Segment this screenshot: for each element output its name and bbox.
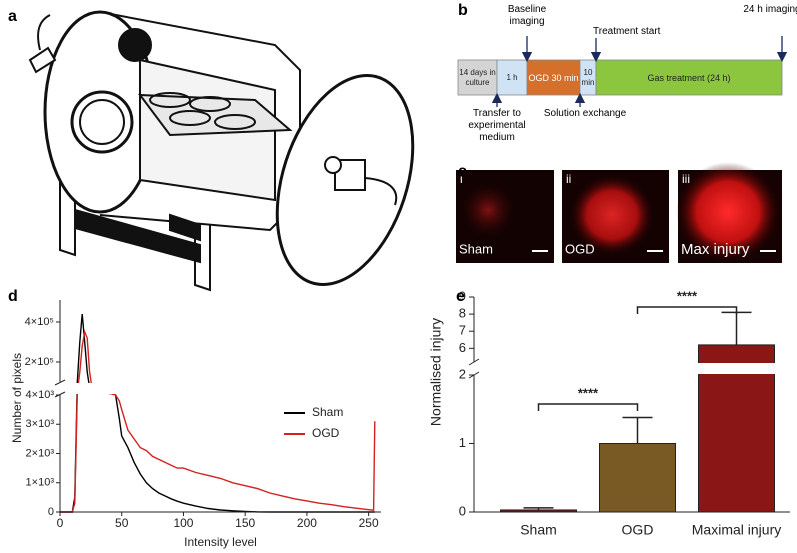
y-tick-label: 3×10³ xyxy=(26,418,55,430)
outlet-knob xyxy=(324,156,342,174)
x-tick-label: Maximal injury xyxy=(692,522,781,538)
axis-break xyxy=(54,379,66,386)
image-numeral: i xyxy=(460,172,463,186)
image-label: Sham xyxy=(459,241,493,256)
y-axis-label: Normalised injury xyxy=(428,318,444,426)
x-axis-label: Intensity level xyxy=(184,535,257,549)
panel-label: e xyxy=(456,288,465,305)
timeline-annotation: Transfer to experimental medium xyxy=(468,108,526,143)
x-tick-label: 200 xyxy=(297,516,317,530)
apparatus-drawing xyxy=(28,10,415,292)
tube xyxy=(37,14,51,51)
y-tick-label: 0 xyxy=(459,503,466,518)
well xyxy=(189,96,231,112)
gauge-dial xyxy=(79,99,125,145)
significance-bracket xyxy=(636,306,738,314)
x-tick-label: OGD xyxy=(622,522,654,538)
timeline-segment-label: OGD 30 min xyxy=(528,72,579,83)
panel-label: a xyxy=(8,8,17,25)
well xyxy=(214,114,256,130)
image-numeral: iii xyxy=(682,172,690,186)
y-axis-label: Number of pixels xyxy=(10,353,24,443)
y-tick-label: 9 xyxy=(459,288,466,303)
axis-break-band xyxy=(466,363,791,374)
timeline-annotation: Baseline imaging xyxy=(507,4,547,27)
timeline-segment-label: 1 h xyxy=(506,72,518,82)
tube xyxy=(364,177,398,206)
panel-label: c xyxy=(458,163,467,180)
image-label: Max injury xyxy=(681,241,750,258)
timeline-segment-label: 14 days in culture xyxy=(459,67,496,87)
y-tick-label: 4×10⁵ xyxy=(25,316,54,328)
inlet xyxy=(28,46,57,74)
y-tick-label: 1 xyxy=(459,435,466,450)
valve-dial xyxy=(118,28,152,62)
significance-bracket xyxy=(537,403,639,411)
panel-label: b xyxy=(458,2,468,19)
y-tick-label: 2×10⁵ xyxy=(25,356,54,368)
y-tick-label: 1×10³ xyxy=(26,477,55,489)
x-tick-label: Sham xyxy=(520,522,557,538)
timeline-annotation: Solution exchange xyxy=(543,108,627,119)
y-tick-label: 8 xyxy=(459,306,466,321)
timeline-segment-label: 10 min xyxy=(581,67,595,87)
panel-label: d xyxy=(8,288,18,305)
timeline-segment xyxy=(457,59,498,96)
well xyxy=(169,110,211,126)
timeline-annotation: Treatment start xyxy=(593,26,661,37)
well xyxy=(149,92,191,108)
significance-label: **** xyxy=(677,288,698,303)
timeline-annotation: 24 h imaging xyxy=(743,4,797,15)
x-tick-label: 150 xyxy=(235,516,255,530)
tissue-glow xyxy=(570,175,654,255)
x-tick-label: 0 xyxy=(57,516,64,530)
tissue-glow xyxy=(676,162,780,262)
image-numeral: ii xyxy=(566,172,571,186)
y-tick-label: 2 xyxy=(459,366,466,381)
timeline-segment xyxy=(526,59,581,96)
image-label: OGD xyxy=(565,241,595,256)
legend-label: OGD xyxy=(312,426,340,440)
timeline-segment xyxy=(595,59,783,96)
frame-bar xyxy=(169,213,201,242)
x-tick-label: 50 xyxy=(115,516,129,530)
x-tick-label: 100 xyxy=(173,516,193,530)
axis-break xyxy=(468,358,480,366)
y-tick-label: 4×10³ xyxy=(26,389,55,401)
axis-break-band xyxy=(55,383,390,394)
bar xyxy=(599,443,676,513)
timeline-segment-label: Gas treatment (24 h) xyxy=(647,72,731,83)
y-tick-label: 7 xyxy=(459,323,466,338)
line-series xyxy=(60,329,376,513)
y-tick-label: 6 xyxy=(459,340,466,355)
significance-label: **** xyxy=(578,385,599,400)
x-tick-label: 250 xyxy=(359,516,379,530)
tissue-glow xyxy=(458,180,518,240)
y-tick-label: 2×10³ xyxy=(26,447,55,459)
frame-bar xyxy=(74,208,201,264)
y-tick-label: 0 xyxy=(48,506,54,518)
legend-label: Sham xyxy=(312,405,343,419)
